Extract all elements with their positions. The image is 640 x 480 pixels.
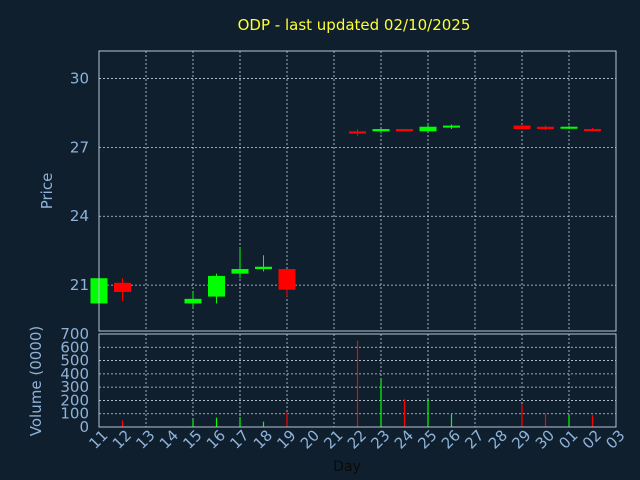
price-candle-body <box>114 282 131 292</box>
volume-bar <box>121 420 124 427</box>
x-tick-label: 15 <box>179 426 205 452</box>
volume-tick-label: 100 <box>60 405 89 423</box>
price-candle-body <box>184 298 202 304</box>
price-candle-body <box>419 126 437 132</box>
price-candle-body <box>537 126 554 130</box>
price-candle-body <box>396 129 413 132</box>
x-tick-label: 01 <box>555 426 581 452</box>
volume-tick-label: 300 <box>60 378 89 396</box>
x-tick-label: 20 <box>297 426 323 452</box>
volume-bar <box>591 415 594 427</box>
volume-axis-label: Volume (0000) <box>27 326 45 436</box>
price-axis-label: Price <box>38 173 56 210</box>
volume-tick-label: 400 <box>60 365 89 383</box>
x-tick-label: 29 <box>508 426 534 452</box>
price-candle-body <box>231 269 249 274</box>
x-tick-label: 12 <box>109 426 135 452</box>
volume-bar <box>286 412 288 427</box>
volume-tick-label: 500 <box>60 352 89 370</box>
price-candle-body <box>372 129 390 132</box>
x-tick-label: 23 <box>367 426 393 452</box>
price-candle-body <box>513 125 531 130</box>
volume-bar <box>262 421 265 427</box>
x-tick-label: 19 <box>273 426 299 452</box>
price-candle-body <box>208 275 225 297</box>
price-candle-body <box>560 126 578 129</box>
x-tick-label: 26 <box>438 426 464 452</box>
price-candle-body <box>349 131 366 134</box>
volume-tick-label: 700 <box>60 325 89 343</box>
x-tick-label: 21 <box>320 426 346 452</box>
x-tick-label: 30 <box>532 426 558 452</box>
price-tick-label: 21 <box>70 276 89 294</box>
volume-bar <box>192 419 194 427</box>
x-tick-label: 17 <box>226 426 252 452</box>
volume-tick-label: 0 <box>79 418 89 436</box>
volume-tick-label: 200 <box>60 391 89 409</box>
price-candle-body <box>584 129 601 132</box>
volume-bar <box>568 415 570 427</box>
x-tick-label: 14 <box>156 426 182 452</box>
price-candle-body <box>443 125 460 128</box>
price-tick-label: 24 <box>70 207 89 225</box>
x-tick-label: 18 <box>250 426 276 452</box>
volume-bar <box>403 399 406 427</box>
x-tick-label: 11 <box>85 426 111 452</box>
x-tick-label: 16 <box>203 426 229 452</box>
x-tick-label: 27 <box>461 426 487 452</box>
x-tick-label: 02 <box>579 426 605 452</box>
volume-bar <box>521 404 523 427</box>
volume-tick-label: 600 <box>60 338 89 356</box>
price-candle-body <box>278 269 296 290</box>
volume-bar <box>215 417 218 427</box>
x-tick-label: 24 <box>391 426 417 452</box>
volume-bar <box>450 413 453 427</box>
volume-bar <box>356 340 359 427</box>
x-tick-label: 25 <box>414 426 440 452</box>
x-tick-label: 03 <box>602 426 628 452</box>
volume-bar <box>427 399 429 427</box>
x-axis-label: Day <box>333 459 361 475</box>
x-tick-label: 28 <box>485 426 511 452</box>
volume-bar <box>544 413 547 427</box>
price-frame <box>98 50 617 332</box>
price-candle-body <box>255 266 272 270</box>
volume-bar <box>380 379 382 427</box>
price-tick-label: 30 <box>70 70 89 88</box>
x-tick-label: 13 <box>132 426 158 452</box>
volume-frame <box>98 333 617 428</box>
volume-bar <box>239 417 241 427</box>
x-tick-label: 22 <box>344 426 370 452</box>
price-panel: 21 24 27 30 Price <box>38 50 617 332</box>
price-tick-label: 27 <box>70 138 89 156</box>
chart-title: ODP - last updated 02/10/2025 <box>238 16 471 34</box>
